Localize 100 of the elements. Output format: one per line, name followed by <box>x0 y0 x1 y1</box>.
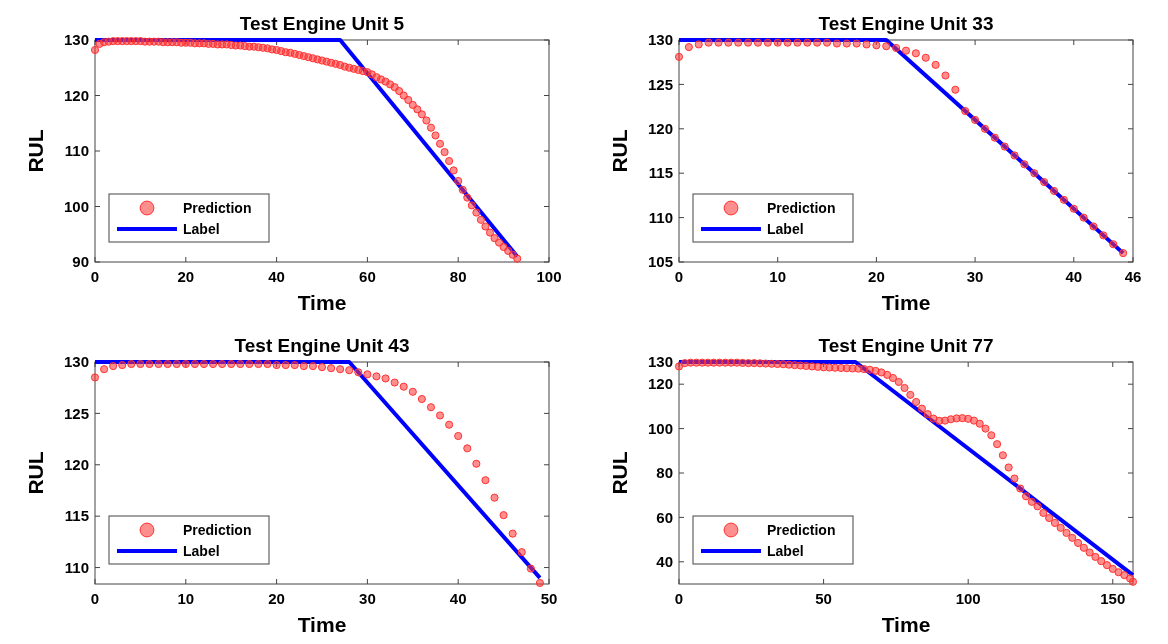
point <box>508 529 517 538</box>
point <box>961 106 970 116</box>
x-tick-label: 0 <box>90 268 100 285</box>
point <box>463 444 472 453</box>
point <box>971 115 980 124</box>
point <box>445 420 454 429</box>
y-tick-label: 125 <box>647 75 673 93</box>
y-axis-title: RUL <box>24 451 47 495</box>
point <box>1089 222 1098 231</box>
point <box>245 359 254 369</box>
chart-title: Test Engine Unit 77 <box>818 335 994 356</box>
point <box>753 38 763 47</box>
x-tick-label: 0 <box>674 590 684 607</box>
y-tick-label: 115 <box>64 507 89 525</box>
point <box>783 38 792 47</box>
point <box>694 40 703 49</box>
y-tick-label: 120 <box>63 86 89 104</box>
point <box>290 361 299 370</box>
legend-label: Prediction <box>767 199 836 216</box>
point <box>299 362 308 371</box>
point <box>852 39 861 48</box>
point <box>426 403 436 412</box>
x-tick-label: 30 <box>359 590 376 607</box>
point <box>354 368 363 377</box>
x-tick-label: 20 <box>868 268 885 285</box>
legend-label: Label <box>183 220 220 237</box>
point <box>872 41 881 50</box>
point <box>336 365 345 374</box>
legend-label: Prediction <box>183 521 252 538</box>
point <box>208 359 218 369</box>
x-tick-label: 10 <box>769 268 787 285</box>
point <box>892 43 901 53</box>
point <box>154 359 163 369</box>
legend-label: Label <box>183 542 220 559</box>
y-tick-label: 125 <box>63 404 89 422</box>
x-tick-label: 30 <box>966 268 984 285</box>
point <box>911 49 920 58</box>
y-tick-label: 100 <box>647 419 673 437</box>
y-tick-label: 130 <box>647 353 673 371</box>
point <box>190 359 199 369</box>
point <box>408 387 417 396</box>
point <box>724 38 733 47</box>
point <box>363 370 372 379</box>
x-tick-label: 46 <box>1124 268 1142 285</box>
point <box>172 359 181 369</box>
point <box>145 359 154 369</box>
point <box>399 382 408 391</box>
chart-title: Test Engine Unit 5 <box>239 13 405 34</box>
x-axis-title: Time <box>881 291 931 314</box>
x-tick-label: 60 <box>359 268 376 285</box>
point <box>517 548 526 557</box>
x-tick-label: 40 <box>1065 268 1083 285</box>
y-tick-label: 130 <box>63 31 89 49</box>
legend-label: Prediction <box>767 521 836 538</box>
point <box>684 43 693 52</box>
point <box>1109 240 1118 249</box>
x-tick-label: 50 <box>540 590 558 607</box>
point <box>1059 195 1068 204</box>
point <box>263 359 272 369</box>
point <box>372 372 381 381</box>
point <box>90 373 100 382</box>
point <box>1069 204 1078 213</box>
point <box>803 38 812 47</box>
point <box>308 362 317 371</box>
x-tick-label: 40 <box>449 590 467 607</box>
y-tick-label: 110 <box>64 142 89 160</box>
legend-label: Label <box>767 220 804 237</box>
y-tick-label: 40 <box>656 553 673 571</box>
chart-title: Test Engine Unit 43 <box>234 335 410 356</box>
point <box>1079 213 1088 222</box>
point <box>704 38 713 47</box>
point <box>990 133 999 142</box>
x-tick-label: 50 <box>815 590 832 607</box>
legend-label: Label <box>767 542 804 559</box>
legend-label: Prediction <box>183 199 252 216</box>
x-tick-label: 10 <box>177 590 195 607</box>
y-tick-label: 100 <box>63 197 89 215</box>
point <box>454 431 463 441</box>
x-tick-label: 80 <box>449 268 467 285</box>
x-tick-label: 20 <box>177 268 195 285</box>
y-tick-label: 60 <box>656 508 673 526</box>
point <box>822 38 832 47</box>
point <box>951 85 960 94</box>
y-tick-label: 110 <box>648 208 673 226</box>
point <box>931 60 940 69</box>
point <box>1099 231 1108 240</box>
x-tick-label: 100 <box>536 268 562 285</box>
point <box>793 38 802 47</box>
point <box>227 359 236 369</box>
x-tick-label: 20 <box>268 590 285 607</box>
point <box>272 361 281 370</box>
point <box>1010 151 1019 160</box>
y-tick-label: 120 <box>63 456 89 474</box>
y-tick-label: 115 <box>648 164 673 182</box>
point <box>941 71 950 80</box>
point <box>254 359 263 369</box>
point <box>773 38 782 47</box>
point <box>345 366 354 375</box>
point <box>390 378 399 387</box>
point <box>832 39 841 48</box>
